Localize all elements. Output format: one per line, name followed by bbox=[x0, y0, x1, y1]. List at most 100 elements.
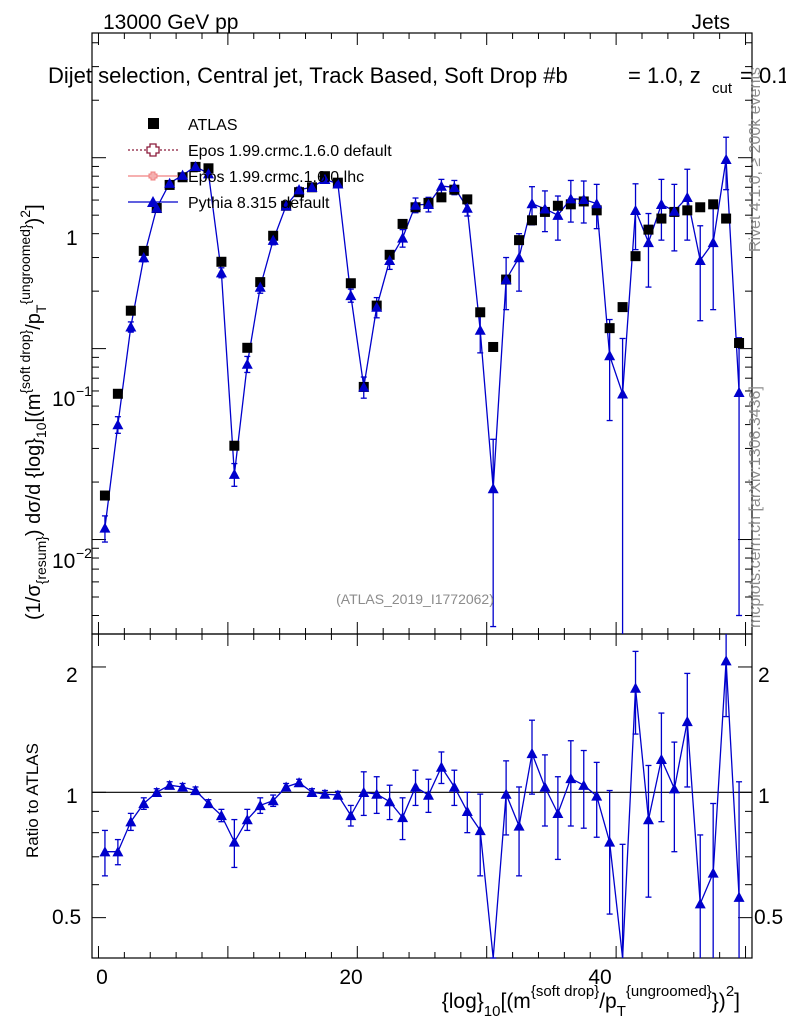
pythia-ratio-point bbox=[138, 797, 150, 809]
atlas-point bbox=[617, 302, 628, 313]
pythia-ratio-point bbox=[552, 807, 564, 819]
ratio-panel-frame bbox=[91, 633, 753, 959]
atlas-point bbox=[604, 323, 615, 334]
svg-text:−2: −2 bbox=[76, 545, 92, 561]
pythia-ratio-point bbox=[539, 781, 551, 792]
legend-label-pythia: Pythia 8.315 default bbox=[188, 195, 330, 212]
pythia-ratio-point bbox=[655, 753, 667, 765]
legend-marker-atlas bbox=[148, 118, 159, 129]
pythia-ratio-point bbox=[293, 777, 305, 788]
pythia-main-point bbox=[694, 254, 706, 266]
pythia-ratio-point bbox=[99, 846, 111, 857]
pythia-main-point bbox=[578, 193, 590, 205]
pythia-main-point bbox=[190, 160, 202, 172]
pythia-ratio-point bbox=[733, 891, 745, 902]
main-series-layer bbox=[99, 136, 745, 634]
pythia-main-point bbox=[410, 199, 422, 210]
pythia-ratio-point bbox=[668, 783, 680, 794]
pythia-main-point bbox=[591, 198, 603, 209]
atlas-point bbox=[462, 194, 473, 205]
atlas-point bbox=[475, 307, 486, 318]
axis-ticks bbox=[92, 33, 752, 959]
pythia-main-point bbox=[461, 202, 473, 213]
ratio-y-axis-label: Ratio to ATLAS bbox=[23, 743, 42, 858]
atlas-point bbox=[565, 199, 576, 210]
atlas-point bbox=[488, 341, 499, 352]
atlas-point bbox=[436, 192, 447, 203]
pythia-ratio-point bbox=[267, 795, 279, 806]
pythia-main-point bbox=[630, 204, 642, 216]
pythia-main-point bbox=[99, 522, 111, 533]
pythia-ratio-point bbox=[332, 789, 344, 800]
header-left: 13000 GeV pp bbox=[103, 11, 238, 34]
pythia-ratio-point bbox=[681, 715, 693, 727]
ratio-ytick-label-2: 2 bbox=[66, 664, 78, 687]
ratio-ytick-label-0.5: 0.5 bbox=[52, 906, 81, 929]
pythia-ratio-point bbox=[177, 781, 189, 792]
pythia-main-point bbox=[228, 468, 240, 479]
xtick-label-20: 20 bbox=[339, 966, 362, 989]
pythia-main-point bbox=[565, 193, 577, 204]
pythia-ratio-point bbox=[345, 809, 357, 821]
analysis-watermark: (ATLAS_2019_I1772062) bbox=[336, 591, 494, 607]
pythia-main-point bbox=[617, 388, 629, 399]
ratio-ytick-label-right-0.5: 0.5 bbox=[754, 906, 783, 929]
pythia-ratio-point bbox=[371, 788, 383, 799]
legend-marker-epos-default bbox=[146, 143, 160, 157]
pythia-ratio-point bbox=[604, 836, 616, 847]
atlas-point bbox=[630, 251, 641, 262]
atlas-point bbox=[242, 342, 253, 353]
pythia-ratio-point bbox=[707, 867, 719, 878]
xtick-label-40: 40 bbox=[588, 966, 611, 989]
pythia-ratio-point bbox=[642, 814, 654, 825]
svg-text:10: 10 bbox=[52, 550, 75, 573]
pythia-ratio-point bbox=[720, 655, 732, 666]
pythia-ratio-point bbox=[461, 805, 473, 817]
atlas-point bbox=[643, 224, 654, 235]
pythia-ratio-point bbox=[112, 846, 124, 857]
pythia-main-point bbox=[138, 252, 150, 263]
atlas-point bbox=[216, 256, 227, 267]
legend-marker-pythia bbox=[147, 196, 159, 207]
pythia-ratio-point bbox=[306, 786, 318, 797]
pythia-main-point bbox=[164, 177, 176, 188]
ratio-ytick-label-right-2: 2 bbox=[758, 664, 770, 687]
pythia-main-point bbox=[202, 168, 214, 179]
pythia-ratio-point bbox=[591, 790, 603, 801]
pythia-main-point bbox=[733, 386, 745, 398]
pythia-ratio-point bbox=[422, 789, 434, 800]
pythia-ratio-point bbox=[215, 809, 227, 821]
pythia-main-point bbox=[681, 191, 693, 203]
pythia-main-point bbox=[332, 178, 344, 189]
pythia-ratio-point bbox=[435, 761, 447, 772]
legend-marker-epos-lhc bbox=[148, 171, 158, 181]
legend: ATLAS Epos 1.99.crmc.1.6.0 default Epos … bbox=[128, 117, 392, 212]
legend-entry-epos-lhc: Epos 1.99.crmc.1.6.0 lhc bbox=[128, 169, 364, 186]
legend-label-atlas: ATLAS bbox=[188, 117, 238, 134]
pythia-main-point bbox=[280, 200, 292, 211]
pythia-ratio-point bbox=[397, 811, 409, 823]
pythia-main-point bbox=[655, 198, 667, 209]
atlas-point bbox=[138, 245, 149, 256]
plot-title-zcut-val: = 0.1 bbox=[740, 63, 786, 88]
pythia-main-point bbox=[371, 301, 383, 312]
atlas-point bbox=[99, 490, 110, 501]
pythia-ratio-point bbox=[384, 796, 396, 807]
pythia-main-point bbox=[267, 234, 279, 245]
atlas-point bbox=[384, 249, 395, 260]
pythia-main-point bbox=[500, 274, 512, 285]
mcplots-label: mcplots.cern.ch [arXiv:1306.3436] bbox=[747, 386, 764, 628]
atlas-point bbox=[552, 200, 563, 211]
pythia-main-point bbox=[177, 169, 189, 180]
pythia-main-point bbox=[604, 350, 616, 361]
pythia-main-point bbox=[125, 321, 137, 332]
pythia-main-point bbox=[474, 324, 486, 335]
pythia-main-point bbox=[539, 203, 551, 214]
pythia-main-point bbox=[112, 419, 124, 430]
pythia-ratio-point bbox=[319, 788, 331, 799]
ratio-ytick-label-1: 1 bbox=[66, 785, 78, 808]
legend-entry-epos-default: Epos 1.99.crmc.1.6.0 default bbox=[128, 143, 392, 160]
pythia-main-point bbox=[384, 254, 396, 266]
legend-label-epos-lhc: Epos 1.99.crmc.1.6.0 lhc bbox=[188, 169, 364, 186]
pythia-main-line bbox=[104, 159, 740, 528]
